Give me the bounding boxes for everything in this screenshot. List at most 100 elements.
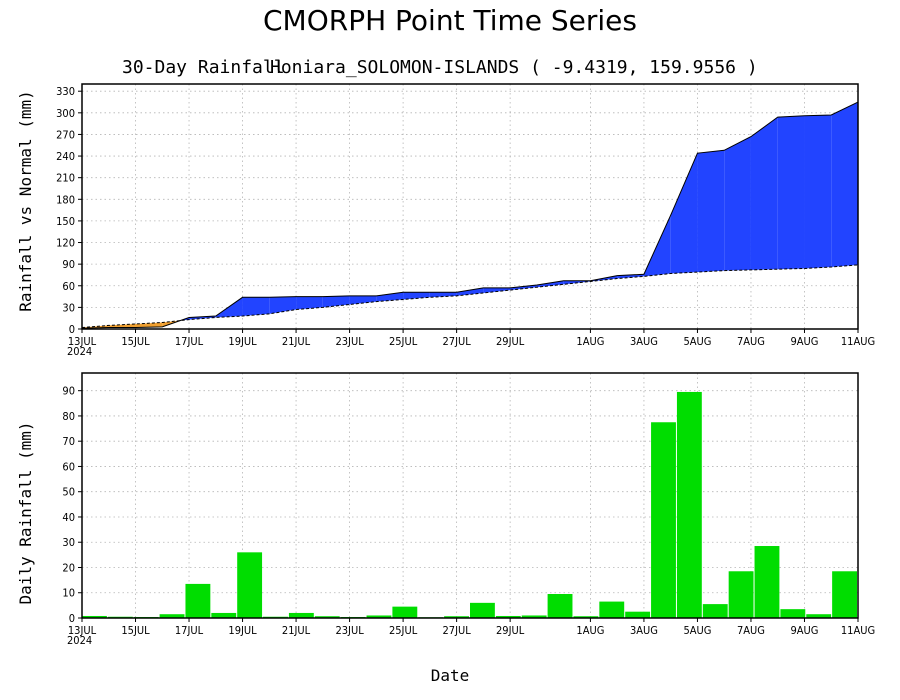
bottom-x-tick-label: 5AUG xyxy=(683,624,711,637)
daily-rainfall-bar xyxy=(444,616,469,618)
daily-rainfall-bar xyxy=(702,604,728,618)
bottom-y-tick-label: 80 xyxy=(62,410,75,423)
rainfall-anomaly-area xyxy=(750,117,778,270)
top-x-tick-label: 27JUL xyxy=(442,335,471,348)
top-y-tick-label: 180 xyxy=(56,193,75,206)
rainfall-anomaly-area xyxy=(670,153,698,274)
daily-rainfall-bar xyxy=(237,552,263,618)
bottom-year-label: 2024 xyxy=(67,634,92,647)
rainfall-anomaly-area xyxy=(242,297,270,317)
rainfall-anomaly-area xyxy=(269,296,297,314)
rainfall-anomaly-area xyxy=(376,292,404,302)
rainfall-anomaly-area xyxy=(617,274,644,279)
top-y-tick-label: 30 xyxy=(62,301,75,314)
rainfall-anomaly-area xyxy=(429,292,457,298)
bottom-x-tick-label: 29JUL xyxy=(496,624,525,637)
bottom-y-tick-label: 70 xyxy=(62,435,75,448)
daily-rainfall-bar xyxy=(832,571,857,618)
rainfall-anomaly-area xyxy=(189,316,216,320)
daily-rainfall-bar xyxy=(728,571,754,618)
chart-subtitle-left: 30-Day Rainfall xyxy=(122,57,285,78)
top-x-tick-label: 25JUL xyxy=(389,335,418,348)
bottom-plot-frame xyxy=(81,372,859,619)
observed-cumulative-line xyxy=(81,101,859,329)
bottom-y-tick-label: 20 xyxy=(62,561,75,574)
daily-rainfall-bar xyxy=(159,614,185,618)
daily-rainfall-bar xyxy=(211,612,237,618)
x-axis-label: Date xyxy=(431,666,470,685)
top-x-ticks: 13JUL 15JUL 17JUL 19JUL 21JUL 23JUL 25JUL 27JUL… xyxy=(68,329,875,348)
top-x-tick-label: 23JUL xyxy=(335,335,364,348)
bottom-x-tick-label: 21JUL xyxy=(282,624,311,637)
daily-rainfall-bar xyxy=(314,616,340,618)
top-x-tick-label: 19JUL xyxy=(228,335,257,348)
top-x-tick-label: 3AUG xyxy=(630,335,658,348)
daily-rainfall-bar xyxy=(185,583,211,618)
daily-rainfall-bar xyxy=(392,606,418,618)
top-year-label: 2024 xyxy=(67,345,92,358)
daily-rainfall-bar xyxy=(780,609,806,618)
top-x-tick-label: 15JUL xyxy=(121,335,150,348)
top-x-tick-label: 7AUG xyxy=(737,335,765,348)
top-x-tick-label: 9AUG xyxy=(790,335,818,348)
bottom-x-tick-label: 1AUG xyxy=(576,624,604,637)
top-y-tick-label: 150 xyxy=(56,215,75,228)
bottom-x-tick-label: 3AUG xyxy=(630,624,658,637)
bottom-x-tick-label: 17JUL xyxy=(175,624,204,637)
bottom-x-tick-label: 9AUG xyxy=(790,624,818,637)
chart-subtitle-right: Honiara_SOLOMON-ISLANDS ( -9.4319, 159.9… xyxy=(270,57,758,78)
bottom-grid xyxy=(82,373,858,618)
daily-bars xyxy=(82,391,857,618)
daily-rainfall-bar xyxy=(754,546,780,618)
daily-rainfall-bar xyxy=(288,612,314,618)
bottom-y-tick-label: 10 xyxy=(62,587,75,600)
bottom-y-ticks: 0 10 20 30 40 50 60 70 80 90 xyxy=(62,385,82,625)
daily-rainfall-panel: 0 10 20 30 40 50 60 70 80 90 13JUL 15JUL 17JUL 19JUL… xyxy=(16,372,875,647)
rainfall-anomaly-area xyxy=(322,295,350,308)
top-y-tick-label: 300 xyxy=(56,107,75,120)
bottom-y-tick-label: 60 xyxy=(62,460,75,473)
top-grid xyxy=(82,84,858,329)
bottom-x-tick-label: 15JUL xyxy=(121,624,150,637)
top-y-tick-label: 240 xyxy=(56,150,75,163)
top-y-tick-label: 60 xyxy=(62,280,75,293)
bottom-x-tick-label: 19JUL xyxy=(228,624,257,637)
bottom-x-ticks: 13JUL 15JUL 17JUL 19JUL 21JUL 23JUL 25JUL 27JUL… xyxy=(68,618,875,637)
top-x-tick-label: 21JUL xyxy=(282,335,311,348)
top-y-tick-label: 90 xyxy=(62,258,75,271)
daily-rainfall-bar xyxy=(82,615,107,618)
top-y-axis-label: Rainfall vs Normal (mm) xyxy=(16,90,35,312)
daily-rainfall-bar xyxy=(547,594,573,618)
daily-rainfall-bar xyxy=(625,611,651,618)
bottom-x-tick-label: 27JUL xyxy=(442,624,471,637)
bottom-y-tick-label: 50 xyxy=(62,486,75,499)
bottom-y-axis-label: Daily Rainfall (mm) xyxy=(16,421,35,604)
rainfall-anomaly-area xyxy=(349,295,377,305)
daily-rainfall-bar xyxy=(573,616,599,618)
bottom-x-tick-label: 11AUG xyxy=(841,624,875,637)
top-y-ticks: 0 30 60 90 120 150 180 210 240 270 300 330 xyxy=(56,85,82,336)
daily-rainfall-bar xyxy=(806,614,832,618)
top-x-tick-label: 29JUL xyxy=(496,335,525,348)
top-x-tick-label: 5AUG xyxy=(683,335,711,348)
daily-rainfall-bar xyxy=(470,602,495,618)
rainfall-anomaly-area xyxy=(296,296,323,310)
daily-rainfall-bar xyxy=(521,615,547,618)
top-y-tick-label: 0 xyxy=(69,323,75,336)
rainfall-anomaly-area xyxy=(697,150,725,273)
top-x-tick-label: 13JUL xyxy=(68,335,97,348)
rainfall-anomaly-area xyxy=(724,136,751,271)
daily-rainfall-bar xyxy=(651,422,676,618)
daily-rainfall-bar xyxy=(366,615,392,618)
top-y-tick-label: 120 xyxy=(56,237,75,250)
daily-rainfall-bar xyxy=(599,601,625,618)
rainfall-anomaly-area xyxy=(108,323,136,328)
bottom-y-tick-label: 0 xyxy=(69,612,75,625)
rainfall-anomaly-area xyxy=(456,287,484,296)
top-y-tick-label: 330 xyxy=(56,85,75,98)
top-area-fills xyxy=(82,102,858,329)
top-x-tick-label: 11AUG xyxy=(841,335,875,348)
cumulative-rainfall-panel: 0 30 60 90 120 150 180 210 240 270 300 330 13JUL 15J… xyxy=(16,83,875,358)
bottom-y-tick-label: 40 xyxy=(62,511,75,524)
